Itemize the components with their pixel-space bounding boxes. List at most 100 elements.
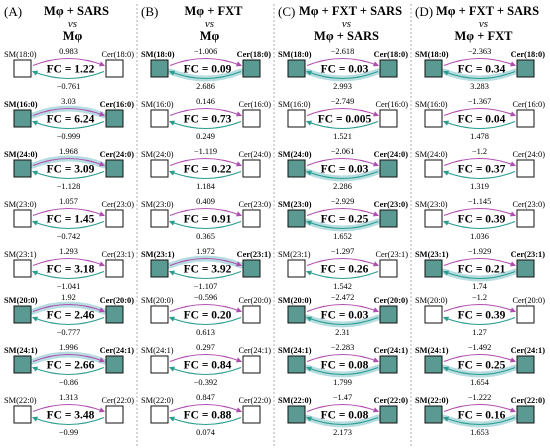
- fold-change: FC = 0.08: [321, 360, 369, 372]
- sm-label: SM(24:1): [4, 346, 38, 355]
- flux-row: SM(23:1) Cer(23:1) 1.972 FC = 3.92 −1.107: [141, 247, 271, 291]
- cer-node: [105, 209, 124, 228]
- cer-to-sm-value: 1.27: [472, 328, 487, 337]
- cer-to-sm-arrow: [31, 316, 105, 325]
- cer-to-sm-arrow: [168, 270, 242, 279]
- sm-to-cer-value: −1.2: [472, 147, 487, 156]
- sm-node: [13, 59, 32, 78]
- cer-to-sm-arrow: [31, 416, 105, 425]
- cer-to-sm-arrow: [305, 170, 379, 179]
- cer-to-sm-arrow: [442, 220, 516, 229]
- cer-node: [105, 355, 124, 374]
- sm-label: SM(22:0): [278, 396, 312, 405]
- sm-to-cer-value: −1.222: [468, 393, 492, 402]
- fold-change: FC = 0.37: [458, 164, 506, 176]
- sm-label: SM(23:1): [278, 250, 311, 259]
- sm-to-cer-arrow: [306, 304, 380, 313]
- cer-to-sm-value: 1.036: [470, 232, 489, 241]
- cer-to-sm-arrow: [305, 120, 379, 129]
- cer-to-sm-value: 2.286: [333, 182, 352, 191]
- fold-change: FC = 0.26: [321, 264, 369, 276]
- sm-to-cer-arrow: [169, 404, 243, 413]
- cer-node: [105, 259, 124, 278]
- sm-node: [13, 355, 32, 374]
- sm-to-cer-arrow: [169, 354, 243, 363]
- cer-node: [242, 305, 261, 324]
- sm-to-cer-arrow: [32, 258, 106, 267]
- panel-subtitle: Mφ: [63, 29, 83, 43]
- sm-to-cer-arrow: [169, 158, 243, 167]
- sm-label: SM(22:0): [4, 396, 37, 405]
- cer-to-sm-value: −0.742: [57, 232, 81, 241]
- cer-to-sm-value: 1.319: [470, 182, 489, 191]
- cer-label: Cer(23:1): [101, 250, 134, 259]
- cer-to-sm-value: 1.478: [470, 132, 489, 141]
- sm-label: SM(20:0): [4, 296, 38, 305]
- cer-label: Cer(24:0): [238, 150, 271, 159]
- cer-node: [105, 59, 124, 78]
- sm-label: SM(23:1): [4, 250, 37, 259]
- cer-to-sm-arrow: [31, 270, 105, 279]
- sm-label: SM(23:0): [415, 200, 448, 209]
- sm-to-cer-value: 1.313: [59, 393, 78, 402]
- sm-to-cer-value: 0.983: [59, 47, 78, 56]
- cer-label: Cer(23:1): [511, 250, 546, 259]
- cer-label: Cer(20:0): [238, 296, 271, 305]
- flux-row: SM(23:0) Cer(23:0) 1.057 FC = 1.45 −0.742: [4, 197, 134, 241]
- sm-to-cer-arrow: [32, 354, 106, 363]
- cer-to-sm-value: −0.761: [57, 82, 81, 91]
- sm-to-cer-value: −1.006: [194, 47, 218, 56]
- cer-label: Cer(20:0): [374, 296, 409, 305]
- cer-to-sm-value: −0.999: [57, 132, 81, 141]
- cer-to-sm-arrow: [168, 316, 242, 325]
- sm-label: SM(23:1): [141, 250, 175, 259]
- cer-to-sm-value: 0.365: [196, 232, 215, 241]
- cer-to-sm-arrow: [442, 120, 516, 129]
- cer-node: [105, 109, 124, 128]
- fold-change: FC = 3.18: [47, 264, 95, 276]
- panel-title: Mφ + FXT: [185, 4, 244, 18]
- flux-row: SM(16:0) Cer(16:0) 3.03 FC = 6.24 −0.999: [4, 97, 134, 141]
- cer-node: [379, 355, 398, 374]
- sm-label: SM(22:0): [415, 396, 449, 405]
- sm-to-cer-arrow: [32, 158, 106, 167]
- sm-label: SM(23:0): [141, 200, 174, 209]
- cer-node: [379, 305, 398, 324]
- sm-to-cer-value: 1.968: [59, 147, 78, 156]
- sm-label: SM(16:0): [278, 100, 311, 109]
- cer-to-sm-arrow: [168, 416, 242, 425]
- sm-label: SM(20:0): [278, 296, 312, 305]
- sm-label: SM(18:0): [141, 50, 175, 59]
- sm-to-cer-arrow: [306, 404, 380, 413]
- sm-to-cer-arrow: [169, 208, 243, 217]
- sm-node: [287, 159, 306, 178]
- cer-label: Cer(20:0): [512, 296, 545, 305]
- panel-title: Mφ + SARS: [44, 4, 109, 18]
- cer-to-sm-value: 1.654: [470, 378, 490, 387]
- sm-to-cer-value: 1.996: [59, 343, 78, 352]
- fold-change: FC = 6.24: [47, 114, 95, 126]
- cer-to-sm-arrow: [442, 170, 516, 179]
- cer-to-sm-value: 1.799: [333, 378, 352, 387]
- sm-to-cer-arrow: [306, 354, 380, 363]
- cer-label: Cer(16:0): [375, 100, 408, 109]
- cer-to-sm-arrow: [305, 70, 379, 79]
- cer-to-sm-arrow: [305, 416, 379, 425]
- flux-row: SM(20:0) Cer(20:0) −2.472 FC = 0.03 2.31: [278, 293, 408, 337]
- cer-label: Cer(24:0): [512, 150, 545, 159]
- cer-label: Cer(23:0): [238, 200, 271, 209]
- sm-to-cer-arrow: [443, 208, 517, 217]
- sm-to-cer-arrow: [32, 58, 106, 67]
- sm-node: [287, 109, 306, 128]
- cer-to-sm-value: 0.074: [196, 428, 216, 437]
- fold-change: FC = 0.39: [458, 310, 506, 322]
- sm-label: SM(24:1): [141, 346, 174, 355]
- fold-change: FC = 3.92: [184, 264, 232, 276]
- sm-to-cer-value: 3.03: [61, 97, 76, 106]
- cer-label: Cer(18:0): [101, 50, 134, 59]
- flux-row: SM(22:0) Cer(22:0) 1.313 FC = 3.48 −0.99: [4, 393, 134, 437]
- cer-to-sm-value: −0.392: [194, 378, 218, 387]
- cer-label: Cer(22:0): [238, 396, 271, 405]
- sm-node: [13, 109, 32, 128]
